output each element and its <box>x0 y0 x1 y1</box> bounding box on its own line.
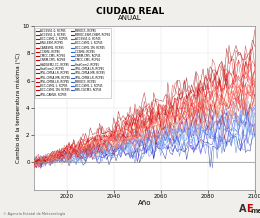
Y-axis label: Cambio de la temperatura máxima (°C): Cambio de la temperatura máxima (°C) <box>16 53 21 163</box>
Text: A: A <box>239 204 247 214</box>
Legend: ACCESS1-0, RCP85, ACCESS1-3, RCP85, BCC-CSM1-1, RCP85, BNU-ESM, RCP85, CANESM2, : ACCESS1-0, RCP85, ACCESS1-3, RCP85, BCC-… <box>35 27 111 98</box>
Text: © Agencia Estatal de Meteorología: © Agencia Estatal de Meteorología <box>3 212 65 216</box>
X-axis label: Año: Año <box>138 200 151 206</box>
Text: CIUDAD REAL: CIUDAD REAL <box>96 7 164 15</box>
Text: E: E <box>246 204 252 214</box>
Text: met: met <box>250 208 260 214</box>
Text: ANUAL: ANUAL <box>118 15 142 21</box>
